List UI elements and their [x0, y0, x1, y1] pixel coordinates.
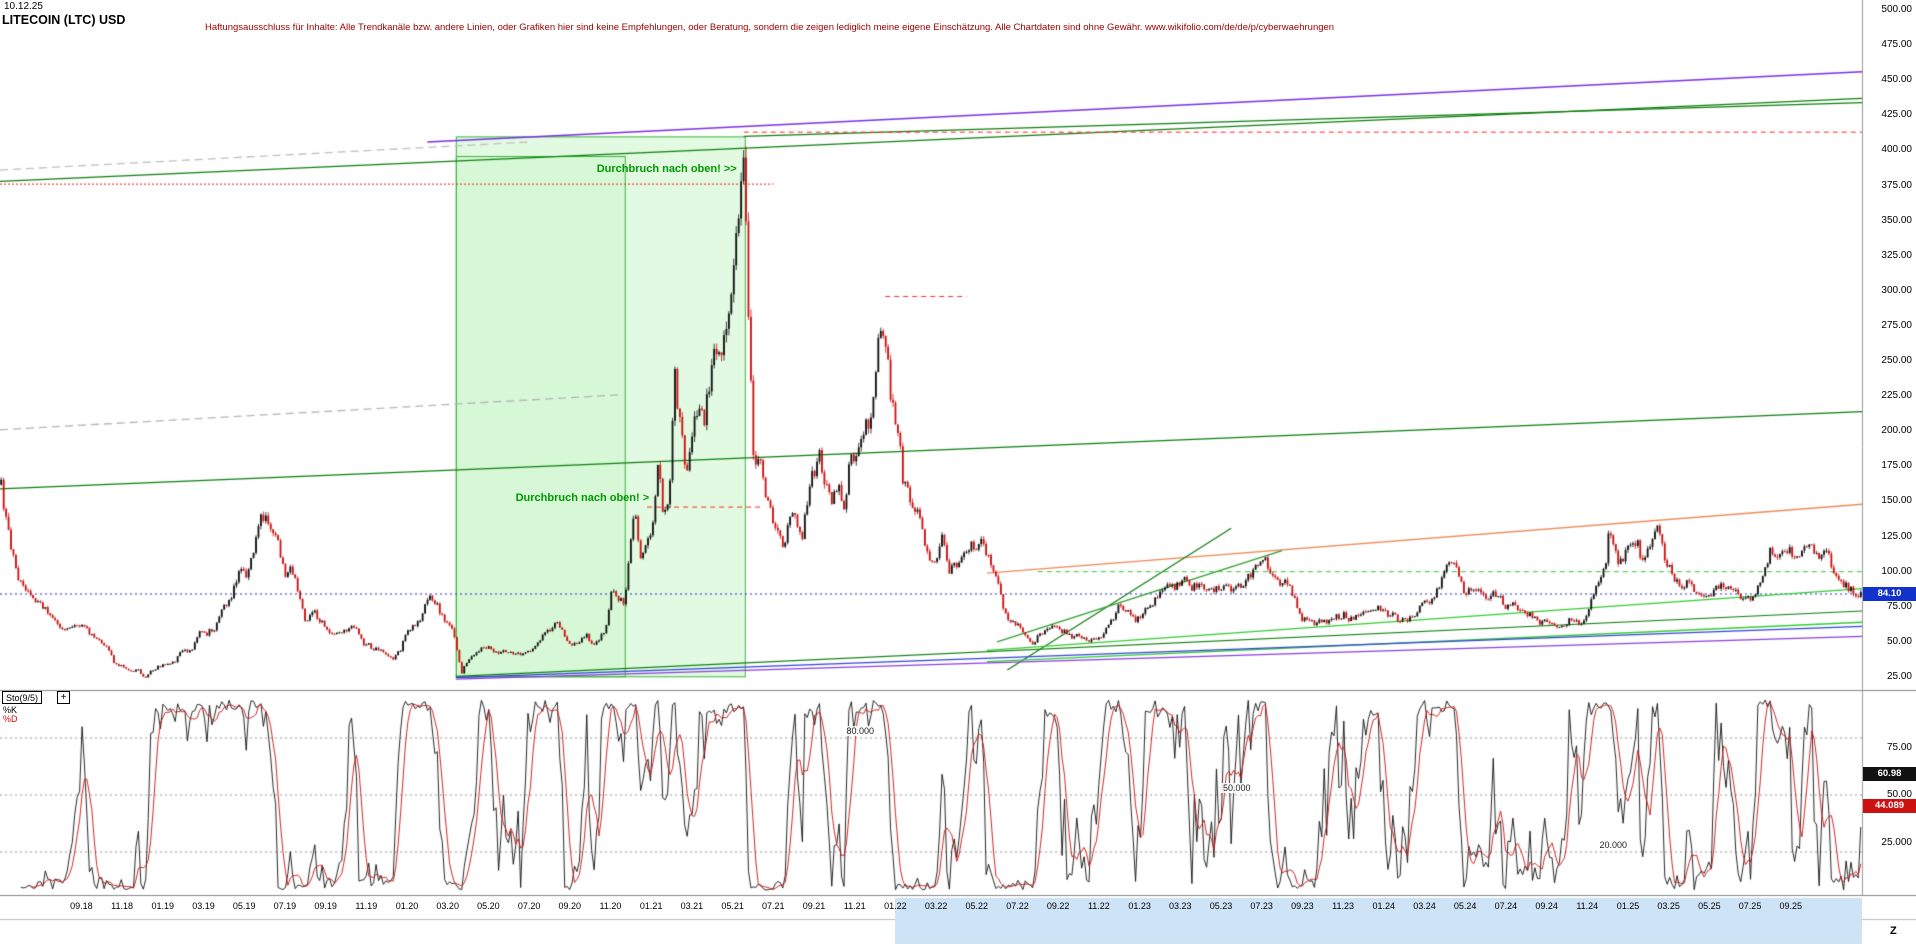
zoom-reset-button[interactable]: Z — [1890, 925, 1897, 937]
indicator-name-box[interactable]: Sto(9/5) — [2, 691, 43, 704]
indicator-add-button[interactable]: + — [57, 691, 70, 704]
scrollbar-selected-range[interactable] — [895, 898, 1862, 944]
